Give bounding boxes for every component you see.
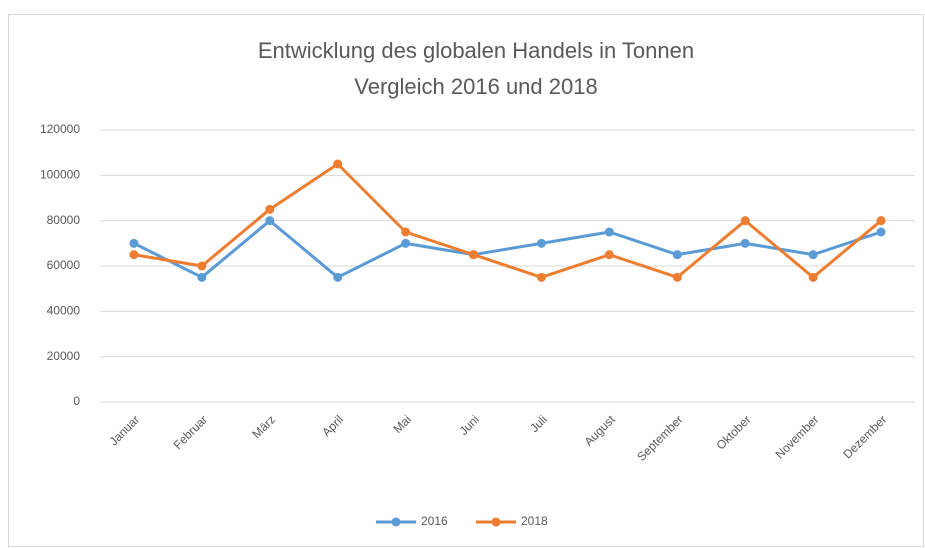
data-point bbox=[401, 227, 411, 237]
data-point bbox=[876, 216, 886, 226]
y-tick-label: 60000 bbox=[47, 258, 81, 272]
data-point bbox=[740, 216, 750, 226]
data-point bbox=[672, 272, 682, 282]
data-point bbox=[808, 250, 818, 260]
data-point bbox=[129, 238, 139, 248]
data-point bbox=[333, 272, 343, 282]
y-tick-label: 100000 bbox=[40, 168, 80, 182]
legend-label: 2018 bbox=[521, 514, 548, 528]
data-point bbox=[536, 238, 546, 248]
data-point bbox=[197, 272, 207, 282]
legend-marker bbox=[491, 517, 501, 527]
data-point bbox=[265, 204, 275, 214]
chart-title: Vergleich 2016 und 2018 bbox=[354, 74, 597, 99]
data-point bbox=[808, 272, 818, 282]
series-line bbox=[133, 219, 882, 279]
data-point bbox=[197, 261, 207, 271]
data-point bbox=[536, 272, 546, 282]
data-point bbox=[672, 250, 682, 260]
y-tick-label: 0 bbox=[73, 394, 80, 408]
data-point bbox=[604, 250, 614, 260]
y-tick-label: 40000 bbox=[47, 304, 81, 318]
data-point bbox=[401, 238, 411, 248]
data-point bbox=[333, 159, 343, 169]
y-tick-label: 120000 bbox=[40, 122, 80, 136]
chart-title: Entwicklung des globalen Handels in Tonn… bbox=[258, 38, 694, 63]
data-point bbox=[469, 250, 479, 260]
legend-marker bbox=[391, 517, 401, 527]
legend-label: 2016 bbox=[421, 514, 448, 528]
data-point bbox=[740, 238, 750, 248]
data-point bbox=[265, 216, 275, 226]
y-tick-label: 20000 bbox=[47, 349, 81, 363]
series-line bbox=[133, 162, 883, 279]
data-point bbox=[876, 227, 886, 237]
data-point bbox=[604, 227, 614, 237]
data-point bbox=[129, 250, 139, 260]
y-tick-label: 80000 bbox=[47, 213, 81, 227]
chart-border bbox=[8, 14, 924, 547]
